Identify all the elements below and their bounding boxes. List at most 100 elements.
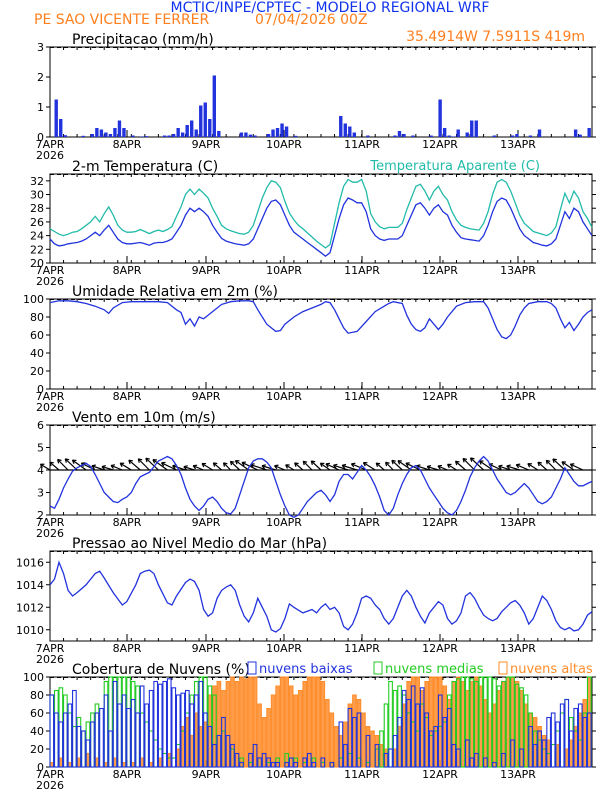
panel-precip: 0 1 2 3 7APR 8APR 9APR 10APR 11APR 12APR 13APR 2026… (36, 32, 596, 162)
cloud-bar-nuvens-baixas (550, 712, 556, 768)
cloud-bar-nuvens-baixas (419, 687, 425, 768)
y-tick-label: 1014 (16, 579, 44, 592)
precip-bar (95, 128, 99, 137)
cloud-bar-nuvens-baixas (130, 698, 136, 768)
cloud-bar-nuvens-altas (334, 726, 339, 768)
x-tick-label: 13APR (500, 390, 536, 403)
wind-vector-head (222, 462, 228, 467)
wind-vector-head (212, 462, 218, 467)
x-tick-label: 11APR (344, 768, 380, 781)
figure-title: MCTIC/INPE/CPTEC - MODELO REGIONAL WRF (171, 0, 490, 16)
panel-title: Cobertura de Nuvens (%) (72, 662, 250, 678)
wind-vector-head (385, 461, 390, 467)
precip-bar (266, 134, 271, 137)
wind-vector (516, 464, 530, 471)
x-tick-label: 7APR (36, 264, 65, 277)
wind-vector (119, 462, 132, 471)
cloud-bar-nuvens-altas (279, 676, 285, 768)
cloud-bar-nuvens-baixas (573, 707, 579, 768)
cloud-bar-nuvens-baixas (85, 739, 91, 768)
wind-vector (161, 462, 177, 471)
x-tick-label: 9APR (192, 138, 221, 151)
wind-vector-head (119, 462, 125, 468)
wind-vector (363, 462, 376, 471)
x-tick-label: 8APR (113, 264, 142, 277)
wind-vector-head (261, 464, 266, 470)
precip-bar (470, 120, 474, 137)
wind-vector-head (446, 463, 452, 469)
wind-vector-head (362, 462, 368, 467)
cloud-bar-nuvens-baixas (180, 692, 186, 768)
panel-wind: 2 3 4 5 6 7APR 8APR 9APR 10APR 11APR 12APR 13APR 202… (36, 410, 596, 540)
cloud-bar-nuvens-baixas (406, 698, 411, 768)
wind-vector (570, 463, 584, 471)
wind-vector (145, 457, 159, 471)
y-tick-label: 100 (23, 293, 44, 306)
wind-vector (561, 461, 575, 471)
precip-bar (465, 132, 469, 137)
wind-vector-head (426, 464, 432, 470)
x-tick-label: 7APR (36, 768, 65, 781)
cloud-bar-nuvens-baixas (103, 694, 109, 768)
cloud-bar-nuvens-baixas (356, 712, 362, 768)
wind-vector-head (545, 459, 551, 465)
precip-bar (81, 135, 86, 137)
x-tick-label: 10APR (266, 264, 302, 277)
wind-vector (212, 462, 223, 471)
y-tick-label: 100 (23, 671, 44, 684)
wind-vector-head (462, 457, 468, 463)
cloud-bar-nuvens-baixas (428, 730, 434, 768)
y-tick-label: 1010 (16, 624, 44, 637)
cloud-bar-nuvens-baixas (474, 752, 479, 768)
wind-vector (128, 459, 141, 471)
cloud-bar-nuvens-altas (239, 676, 244, 768)
wind-vector-head (192, 464, 198, 470)
y-tick-label: 60 (30, 707, 44, 720)
cloud-bar-nuvens-medias (505, 676, 511, 768)
cloud-bar-nuvens-baixas (248, 752, 253, 768)
cloud-bar-nuvens-baixas (415, 703, 421, 768)
precip-bar (180, 132, 185, 137)
y-tick-label: 40 (30, 725, 44, 738)
precip-bar (397, 131, 402, 137)
wind-vector (385, 461, 394, 471)
cloud-bar-nuvens-baixas (446, 707, 452, 768)
x-tick-label: 7APR (36, 138, 65, 151)
x-year-label: 2026 (36, 401, 64, 414)
legend-swatch (498, 661, 508, 675)
y-tick-label: 4 (37, 464, 44, 477)
wind-vector-head (350, 462, 356, 468)
cloud-bar-nuvens-baixas (383, 752, 389, 768)
cloud-bar-nuvens-altas (311, 676, 317, 768)
cloud-bar-nuvens-baixas (469, 757, 475, 768)
cloud-bar-nuvens-baixas (99, 707, 104, 768)
wind-vector-head (294, 462, 299, 467)
x-tick-label: 11APR (344, 516, 380, 529)
cloud-bar-nuvens-baixas (62, 712, 68, 768)
cloud-bar-nuvens-altas (270, 694, 276, 768)
wind-vector-head (49, 461, 54, 467)
precip-bar (348, 126, 352, 137)
wind-vector (40, 463, 51, 471)
wind-vector (152, 459, 168, 471)
y-tick-label: 0 (37, 383, 44, 396)
y-tick-label: 30 (30, 189, 44, 202)
wind-vector (325, 463, 340, 471)
cloud-bar-nuvens-baixas (207, 725, 213, 768)
precip-bar (284, 126, 289, 137)
wind-vector-head (454, 460, 460, 466)
precip-bar (90, 134, 95, 137)
cloud-bar-nuvens-baixas (126, 707, 131, 768)
cloud-bar-nuvens-baixas (90, 721, 95, 768)
x-tick-label: 8APR (113, 642, 142, 655)
cloud-bar-nuvens-medias (514, 683, 520, 768)
cloud-bar-nuvens-baixas (234, 752, 240, 768)
x-tick-label: 7APR (36, 642, 65, 655)
precip-bar (239, 132, 244, 137)
cloud-bar-nuvens-baixas (492, 761, 497, 768)
wind-vector (437, 465, 448, 471)
wind-vector-head (506, 464, 511, 470)
plot-frame (49, 46, 593, 138)
cloud-bar-nuvens-altas (288, 685, 294, 768)
